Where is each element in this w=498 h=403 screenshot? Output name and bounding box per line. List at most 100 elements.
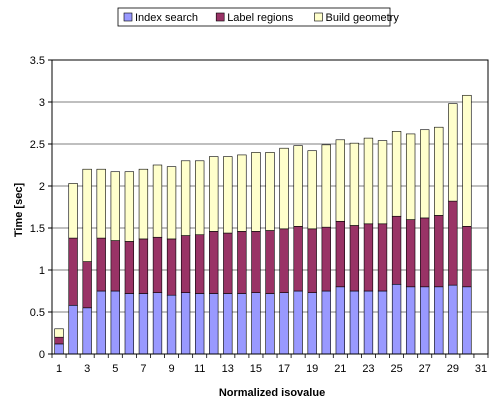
x-tick-label: 15 <box>250 363 262 375</box>
bar-segment <box>96 290 106 355</box>
bar-segment <box>68 304 78 355</box>
bar-segment <box>279 292 289 355</box>
bar-segment <box>363 223 374 292</box>
bar-segment <box>391 283 402 355</box>
bar-segment <box>223 156 233 234</box>
bar-segment <box>377 290 388 355</box>
bar-segment <box>82 261 92 309</box>
bar-segment <box>166 166 177 240</box>
bar-segment <box>110 171 120 241</box>
bar-segment <box>152 164 163 238</box>
bar-segment <box>434 126 444 216</box>
x-tick-label: 13 <box>222 363 234 375</box>
bar-segment <box>223 232 233 294</box>
bar-segment <box>420 129 430 219</box>
bar-segment <box>448 284 458 355</box>
bar-segment <box>349 290 360 355</box>
bar-segment <box>180 235 191 293</box>
legend-swatch <box>123 12 133 22</box>
bar-segment <box>405 286 416 355</box>
bar-segment <box>180 160 191 236</box>
bar-segment <box>96 168 106 239</box>
bar-segment <box>180 292 191 355</box>
bar-segment <box>363 290 374 355</box>
x-tick-label: 3 <box>84 363 90 375</box>
bar-segment <box>68 183 78 239</box>
bar-segment <box>237 154 247 232</box>
x-tick-label: 27 <box>419 363 431 375</box>
x-tick-label: 21 <box>334 363 346 375</box>
bar-segment <box>448 200 458 286</box>
bar-segment <box>335 286 345 355</box>
bar-segment <box>209 156 219 232</box>
bar-segment <box>124 241 135 294</box>
bar-segment <box>54 328 64 338</box>
bar-segment <box>462 94 472 227</box>
bar-segment <box>152 236 163 293</box>
x-tick-label: 31 <box>475 363 487 375</box>
legend: Index search Label regions Build geometry <box>117 7 400 27</box>
y-tick-label: 0.5 <box>30 307 45 319</box>
y-tick-label: 1.5 <box>30 223 45 235</box>
bar-segment <box>237 293 247 355</box>
bar-segment <box>391 131 402 217</box>
bar-segment <box>377 223 388 292</box>
y-tick-label: 2.5 <box>30 139 45 151</box>
x-tick-label: 11 <box>194 363 205 375</box>
y-axis-title: Time [sec] <box>13 183 25 238</box>
bar-segment <box>293 145 303 227</box>
bar-segment <box>462 226 472 288</box>
bar-segment <box>349 142 360 226</box>
x-axis-title: Normalized isovalue <box>219 387 325 399</box>
bar-segment <box>307 150 317 230</box>
bar-segment <box>251 231 261 293</box>
bar-segment <box>195 293 205 355</box>
bar-segment <box>110 290 120 355</box>
bar-segment <box>124 293 135 355</box>
bar-segment <box>166 294 177 355</box>
bar-segment <box>265 152 275 231</box>
bar-segment <box>223 293 233 355</box>
bar-segment <box>110 240 120 292</box>
bar-segment <box>68 237 78 306</box>
y-tick-label: 2 <box>39 181 45 193</box>
legend-swatch <box>314 12 323 22</box>
bar-segment <box>54 343 64 355</box>
bar-segment <box>138 168 149 240</box>
x-tick-label: 17 <box>278 363 290 375</box>
bar-segment <box>138 238 149 294</box>
bar-segment <box>209 293 219 355</box>
legend-label: Label regions <box>227 12 294 24</box>
bar-segment <box>462 286 472 355</box>
bar-segment <box>405 219 416 288</box>
y-tick-label: 3.5 <box>30 55 45 67</box>
bar-segment <box>293 290 303 355</box>
bar-segment <box>166 238 177 296</box>
bar-segment <box>251 292 261 355</box>
bar-segment <box>138 293 149 355</box>
bar-segment <box>420 217 430 288</box>
legend-label: Build geometry <box>326 12 400 24</box>
bar-segment <box>335 220 345 288</box>
bar-segment <box>405 133 416 220</box>
legend-label: Index search <box>135 12 198 24</box>
bar-segment <box>209 231 219 294</box>
x-tick-label: 19 <box>306 363 318 375</box>
legend-swatch <box>215 12 225 22</box>
x-tick-label: 9 <box>168 363 174 375</box>
y-tick-label: 1 <box>39 265 45 277</box>
bar-segment <box>321 144 331 228</box>
bar-segment <box>82 307 92 355</box>
bar-segment <box>195 234 205 294</box>
bar-segment <box>82 168 92 262</box>
x-tick-label: 5 <box>112 363 118 375</box>
bar-segment <box>293 226 303 292</box>
bar-segment <box>321 226 331 292</box>
legend-box <box>117 7 391 27</box>
x-tick-label: 1 <box>56 363 62 375</box>
bar-segment <box>434 286 444 355</box>
bar-segment <box>96 237 106 292</box>
bar-segment <box>251 152 261 232</box>
